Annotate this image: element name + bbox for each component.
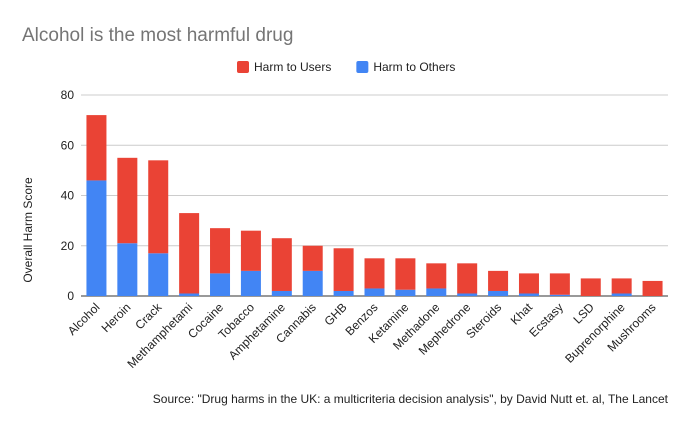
bar-harm-to-users (580, 278, 601, 296)
legend-swatch (237, 61, 249, 73)
x-tick-label: Alcohol (65, 300, 103, 338)
bar-harm-to-users (457, 263, 478, 294)
bar-harm-to-users (210, 228, 231, 274)
y-tick-label: 20 (61, 239, 75, 253)
x-tick-label: Khat (508, 300, 536, 328)
bar-harm-to-others (240, 270, 261, 296)
legend-swatch (356, 61, 369, 73)
bar-harm-to-others (457, 293, 478, 296)
bar-harm-to-users (488, 270, 509, 291)
x-tick-label: LSD (570, 300, 597, 327)
chart-title: Alcohol is the most harmful drug (22, 25, 293, 46)
bar-harm-to-others (148, 253, 169, 296)
bar-harm-to-users (117, 157, 138, 244)
bar-harm-to-others (179, 293, 200, 296)
bar-harm-to-users (518, 273, 539, 294)
bar-harm-to-others (364, 288, 385, 296)
bar-harm-to-others (611, 293, 632, 296)
y-tick-label: 80 (61, 88, 75, 102)
x-tick-label: Ecstasy (526, 300, 566, 340)
bar-harm-to-users (148, 160, 169, 254)
bar-harm-to-users (302, 245, 323, 271)
bar-harm-to-users (333, 248, 354, 291)
bar-harm-to-others (271, 290, 292, 296)
bar-harm-to-users (364, 258, 385, 289)
bar-harm-to-users (86, 115, 107, 181)
legend-label: Harm to Others (373, 60, 455, 74)
bar-harm-to-others (549, 294, 570, 296)
bar-harm-to-others (518, 293, 539, 296)
bar-harm-to-users (395, 258, 416, 290)
bar-harm-to-users (611, 278, 632, 294)
y-tick-label: 40 (61, 189, 75, 203)
bar-harm-to-users (271, 238, 292, 291)
bar-harm-to-others (117, 243, 138, 296)
bar-harm-to-others (395, 289, 416, 296)
bar-harm-to-users (549, 273, 570, 295)
bar-harm-to-others (426, 288, 447, 296)
bar-harm-to-others (210, 273, 231, 296)
source-note: Source: "Drug harms in the UK: a multicr… (153, 392, 669, 406)
y-tick-label: 60 (61, 138, 75, 152)
bar-harm-to-others (488, 290, 509, 296)
y-axis-label: Overall Harm Score (21, 177, 35, 283)
legend-label: Harm to Users (254, 60, 331, 74)
x-tick-label: Heroin (99, 300, 134, 335)
bar-harm-to-users (642, 280, 663, 296)
bar-harm-to-others (86, 180, 107, 296)
bar-harm-to-others (333, 290, 354, 296)
bar-harm-to-users (240, 230, 261, 271)
bar-harm-to-others (302, 270, 323, 296)
legend: Harm to Users Harm to Others (237, 60, 455, 74)
y-tick-label: 0 (67, 289, 74, 303)
bar-harm-to-users (179, 213, 200, 294)
bar-harm-to-users (426, 263, 447, 289)
